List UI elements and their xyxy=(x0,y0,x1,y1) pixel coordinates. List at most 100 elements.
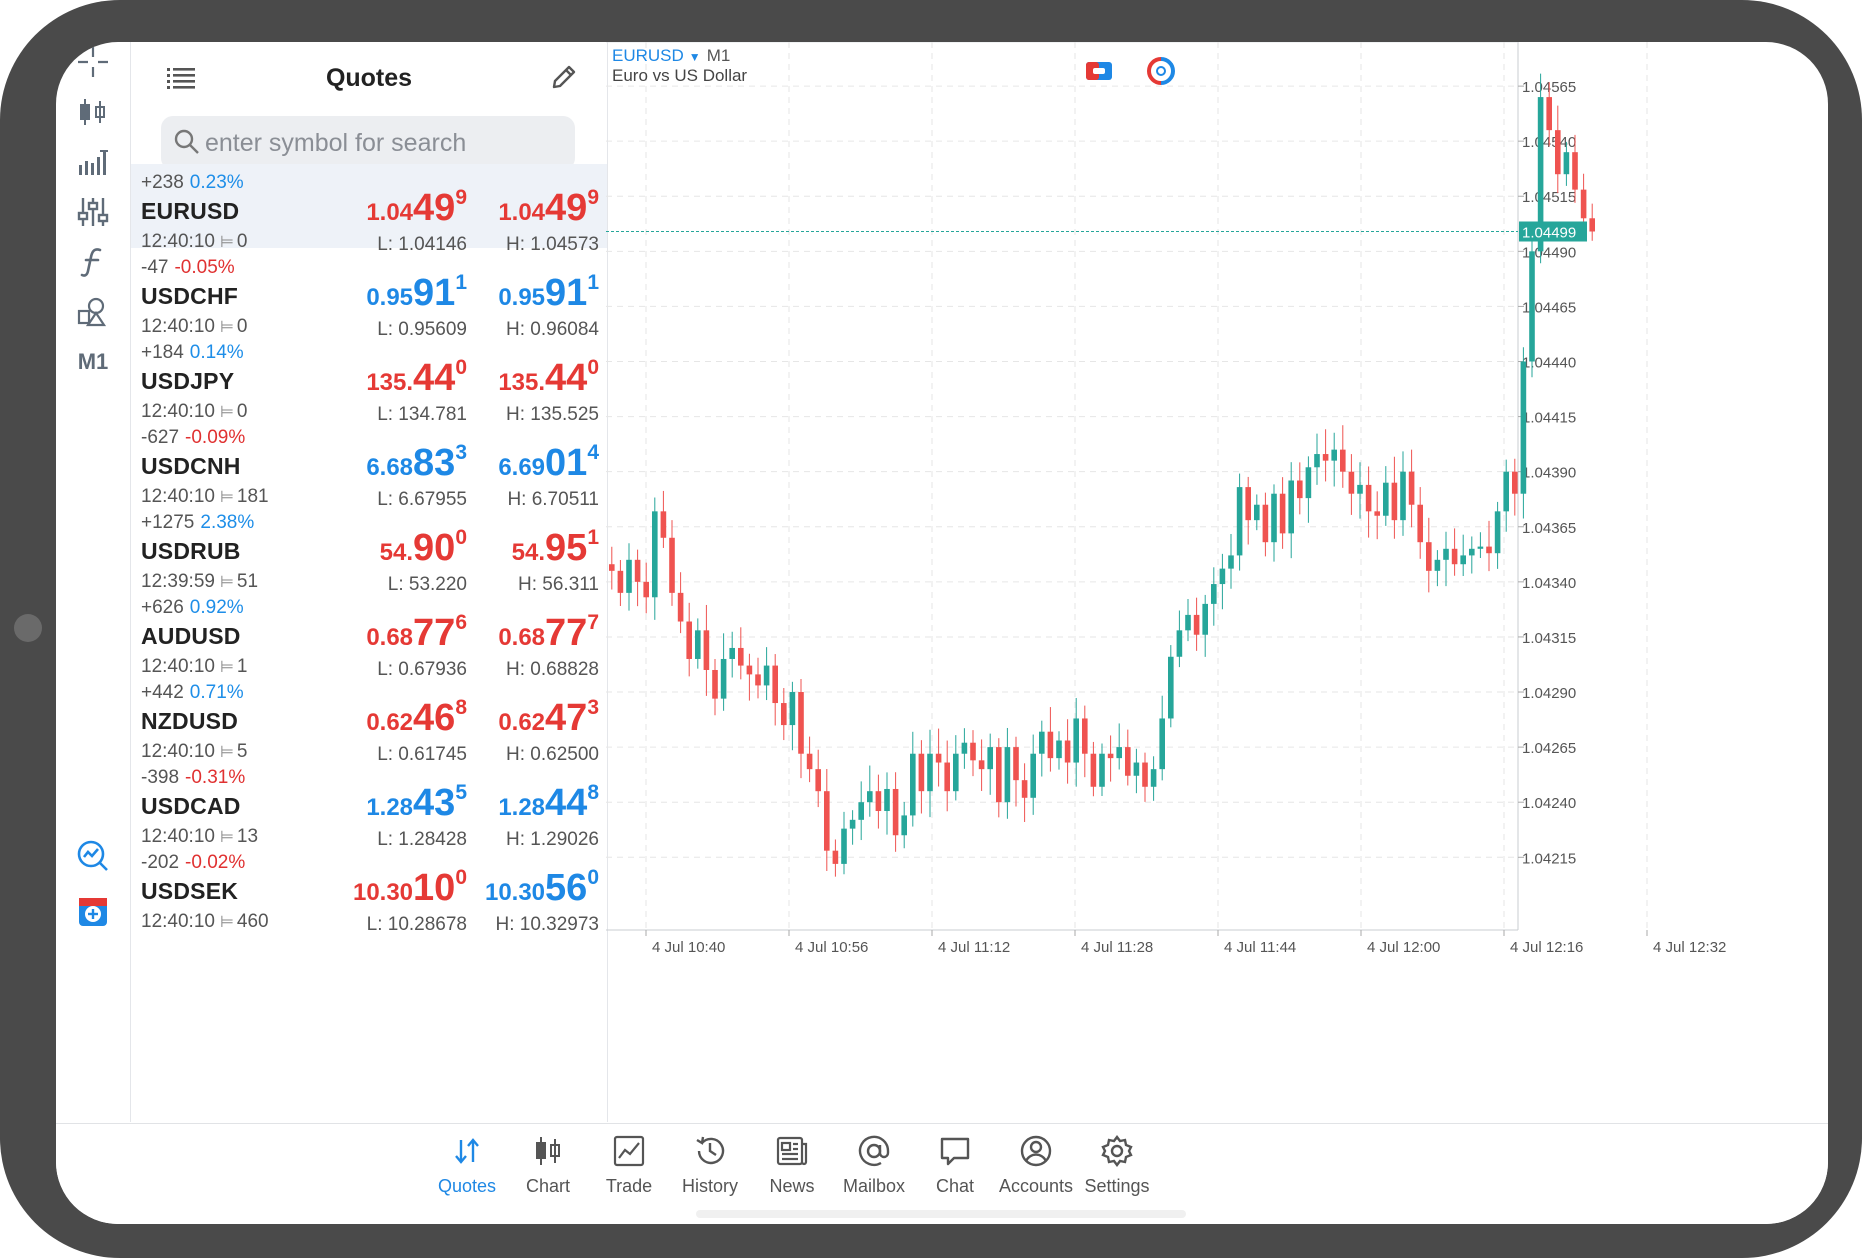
nav-history[interactable]: History xyxy=(665,1134,755,1197)
indicators-bar-icon[interactable] xyxy=(73,142,113,182)
bid-price[interactable]: 135.440 xyxy=(287,356,467,400)
candle-body xyxy=(1434,559,1441,571)
timeframe-label: M1 xyxy=(77,349,109,374)
change-percent: 2.38% xyxy=(200,512,255,533)
one-click-trading-icon[interactable] xyxy=(1084,56,1114,86)
nav-news[interactable]: News xyxy=(747,1134,837,1197)
quote-row-usdjpy[interactable]: +184 0.14% USDJPY 12:40:10 ⊨ 0 135.440 135.440 L… xyxy=(131,334,607,425)
settings-icon xyxy=(1100,1134,1134,1168)
depth-of-market-icon[interactable] xyxy=(1146,56,1176,86)
bid-pip: 1 xyxy=(455,271,467,294)
bid-price[interactable]: 0.62468 xyxy=(287,696,467,740)
spread-icon: ⊨ xyxy=(219,489,234,506)
list-menu-icon[interactable] xyxy=(167,66,195,90)
spread-icon: ⊨ xyxy=(219,829,234,846)
candlestick-icon[interactable] xyxy=(73,92,113,132)
bid-prefix: 1.04 xyxy=(366,199,414,226)
screen: M1 Quotes xyxy=(56,42,1828,1224)
candle-body xyxy=(1107,753,1114,759)
candle-body xyxy=(1529,251,1535,362)
ask-price[interactable]: 10.30560 xyxy=(419,866,599,910)
ask-prefix: 1.28 xyxy=(498,794,546,821)
bid-price[interactable]: 0.95911 xyxy=(287,271,467,315)
high-price: H: 0.62500 xyxy=(506,744,599,765)
quote-row-usdcad[interactable]: -398 -0.31% USDCAD 12:40:10 ⊨ 13 1.28435 1.2844… xyxy=(131,759,607,850)
candle-body xyxy=(884,788,890,812)
nav-label: Mailbox xyxy=(842,1176,906,1196)
quote-row-audusd[interactable]: +626 0.92% AUDUSD 12:40:10 ⊨ 1 0.68776 0.68777 L… xyxy=(131,589,607,680)
bid-price[interactable]: 0.68776 xyxy=(287,611,467,655)
ask-price[interactable]: 1.04499 xyxy=(419,186,599,230)
high-price: H: 0.68828 xyxy=(506,659,599,680)
candle-body xyxy=(1314,454,1320,468)
quote-row-usdsek[interactable]: -202 -0.02% USDSEK 12:40:10 ⊨ 460 10.30100 10.3… xyxy=(131,844,607,935)
ask-prefix: 1.04 xyxy=(498,199,546,226)
ask-price[interactable]: 6.69014 xyxy=(419,441,599,485)
change-points: -398 -0.31% xyxy=(141,767,245,789)
candle-body xyxy=(901,815,907,836)
candle-body xyxy=(781,703,787,726)
bid-prefix: 1.28 xyxy=(366,794,414,821)
quote-row-eurusd[interactable]: +238 0.23% EURUSD 12:40:10 ⊨ 0 1.04499 1.04499 L… xyxy=(131,164,607,255)
nav-trade[interactable]: Trade xyxy=(584,1134,674,1197)
crosshair-icon[interactable] xyxy=(73,42,113,82)
quote-row-usdchf[interactable]: -47 -0.05% USDCHF 12:40:10 ⊨ 0 0.95911 0.95911 L… xyxy=(131,249,607,340)
candle-body xyxy=(1589,218,1595,232)
nav-mailbox[interactable]: Mailbox xyxy=(829,1134,919,1197)
ask-price[interactable]: 54.951 xyxy=(419,526,599,570)
nav-chart[interactable]: Chart xyxy=(503,1134,593,1197)
bid-prefix: 0.62 xyxy=(366,709,414,736)
candle-body xyxy=(1331,449,1337,461)
candle-body xyxy=(1572,152,1578,190)
candle-body xyxy=(1056,740,1062,759)
bid-price[interactable]: 1.04499 xyxy=(287,186,467,230)
candle-body xyxy=(935,753,942,763)
market-watch-icon[interactable] xyxy=(73,836,113,876)
ask-price[interactable]: 135.440 xyxy=(419,356,599,400)
nav-settings[interactable]: Settings xyxy=(1072,1134,1162,1197)
candlestick-chart[interactable]: 1.045651.045401.045151.044901.044651.044… xyxy=(606,42,1828,1122)
symbol-name: NZDUSD xyxy=(141,708,239,734)
ask-prefix: 54. xyxy=(511,539,546,566)
nav-quotes[interactable]: Quotes xyxy=(422,1134,512,1197)
candle-body xyxy=(1021,780,1028,798)
bid-price[interactable]: 54.900 xyxy=(287,526,467,570)
nav-label: Accounts xyxy=(998,1176,1074,1196)
timeframe-button[interactable]: M1 xyxy=(73,342,113,382)
dropdown-icon: ▼ xyxy=(688,50,701,64)
change-points: +238 0.23% xyxy=(141,172,244,194)
candle-body xyxy=(832,850,839,864)
candle-body xyxy=(1176,630,1183,657)
ask-price[interactable]: 0.95911 xyxy=(419,271,599,315)
candle-body xyxy=(918,753,925,792)
new-order-icon[interactable] xyxy=(73,892,113,932)
bid-prefix: 0.95 xyxy=(366,284,414,311)
bid-price[interactable]: 1.28435 xyxy=(287,781,467,825)
candle-body xyxy=(1039,731,1045,754)
sliders-icon[interactable] xyxy=(73,192,113,232)
chart-area[interactable]: 1.04565 1.04540 1.04515 1.04490 1.04465 1.044… xyxy=(606,42,1828,1122)
candle-body xyxy=(729,647,735,659)
symbol-name: AUDUSD xyxy=(141,623,241,649)
x-tick-label: 4 Jul 12:00 xyxy=(1367,939,1440,956)
y-tick-label: 1.04465 xyxy=(1522,299,1576,316)
bid-price[interactable]: 10.30100 xyxy=(287,866,467,910)
nav-accounts[interactable]: Accounts xyxy=(991,1134,1081,1197)
ask-price[interactable]: 1.28448 xyxy=(419,781,599,825)
nav-chat[interactable]: Chat xyxy=(910,1134,1000,1197)
quote-row-usdcnh[interactable]: -627 -0.09% USDCNH 12:40:10 ⊨ 181 6.68833 6.690… xyxy=(131,419,607,510)
function-icon[interactable] xyxy=(73,242,113,282)
bid-pip: 0 xyxy=(455,356,467,379)
ask-price[interactable]: 0.62473 xyxy=(419,696,599,740)
objects-icon[interactable] xyxy=(73,292,113,332)
edit-pencil-icon[interactable] xyxy=(549,62,579,92)
chart-symbol[interactable]: EURUSD ▼ M1 xyxy=(612,46,730,66)
search-input[interactable]: enter symbol for search xyxy=(161,116,575,170)
quote-row-nzdusd[interactable]: +442 0.71% NZDUSD 12:40:10 ⊨ 5 0.62468 0.62473 L… xyxy=(131,674,607,765)
bid-price[interactable]: 6.68833 xyxy=(287,441,467,485)
candle-body xyxy=(643,581,649,598)
change-percent: 0.71% xyxy=(189,682,244,703)
ask-price[interactable]: 0.68777 xyxy=(419,611,599,655)
trade-icon xyxy=(612,1134,646,1168)
quote-row-usdrub[interactable]: +1275 2.38% USDRUB 12:39:59 ⊨ 51 54.900 54.951 L… xyxy=(131,504,607,595)
